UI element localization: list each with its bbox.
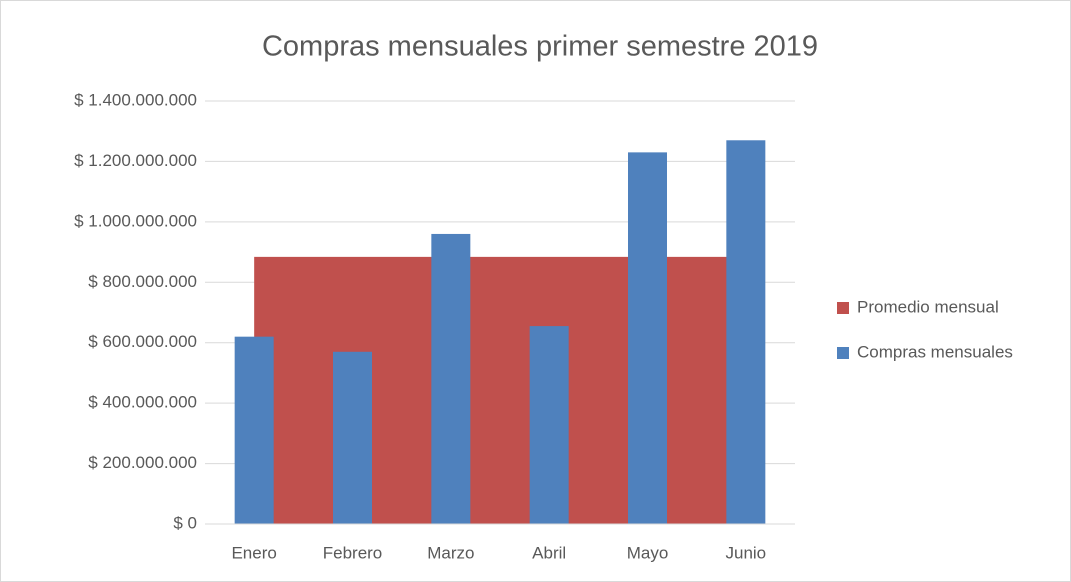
- bar: [726, 140, 766, 524]
- legend-label: Compras mensuales: [857, 342, 1013, 361]
- legend-label: Promedio mensual: [857, 297, 999, 316]
- y-tick-label: $ 200.000.000: [88, 453, 197, 472]
- x-tick-label: Enero: [231, 543, 276, 562]
- x-tick-label: Abril: [532, 543, 566, 562]
- y-tick-label: $ 0: [173, 513, 197, 532]
- x-tick-label: Marzo: [427, 543, 474, 562]
- legend-swatch: [837, 347, 849, 359]
- y-tick-label: $ 800.000.000: [88, 272, 197, 291]
- y-tick-label: $ 400.000.000: [88, 393, 197, 412]
- y-tick-label: $ 1.400.000.000: [74, 90, 197, 109]
- chart-title: Compras mensuales primer semestre 2019: [262, 31, 818, 63]
- x-tick-label: Febrero: [323, 543, 383, 562]
- y-tick-label: $ 1.200.000.000: [74, 151, 197, 170]
- bar: [333, 351, 372, 524]
- x-tick-label: Mayo: [627, 543, 669, 562]
- bar: [234, 336, 274, 524]
- bar: [628, 152, 667, 524]
- bar: [529, 326, 569, 524]
- y-tick-label: $ 600.000.000: [88, 332, 197, 351]
- legend-swatch: [837, 302, 849, 314]
- y-tick-label: $ 1.000.000.000: [74, 211, 197, 230]
- x-tick-label: Junio: [726, 543, 767, 562]
- bar: [431, 233, 471, 524]
- area: [254, 256, 746, 524]
